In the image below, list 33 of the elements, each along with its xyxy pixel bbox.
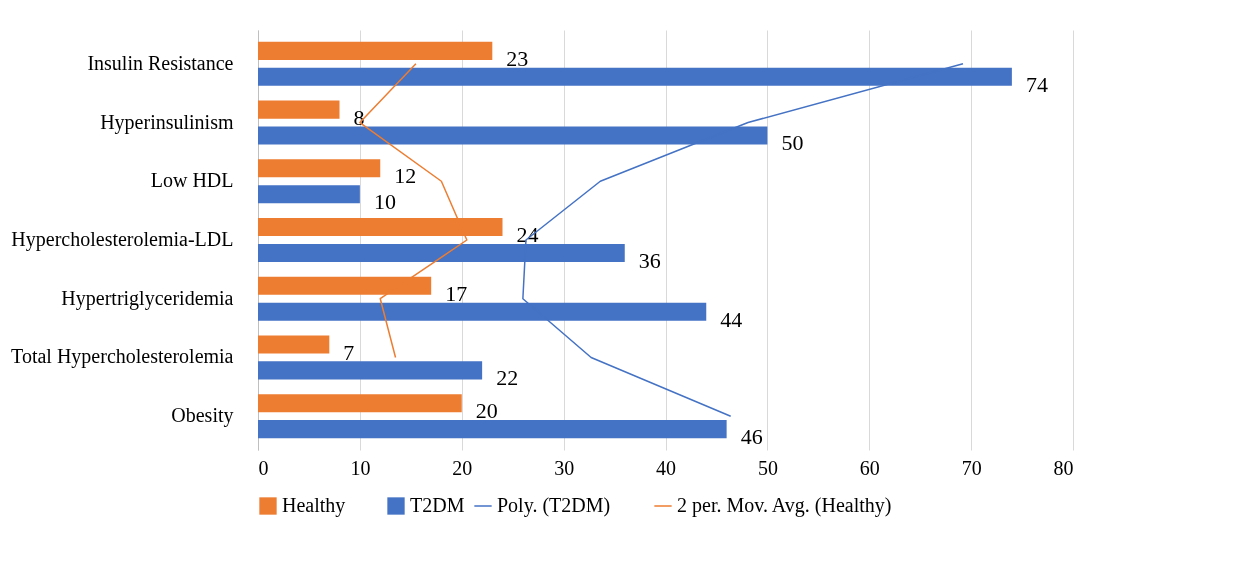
y-tick-label: Hypercholesterolemia-LDL [11, 228, 234, 251]
x-tick-label: 60 [859, 456, 880, 479]
x-tick-label: 70 [961, 456, 982, 479]
data-label: 7 [343, 339, 355, 365]
data-label: 23 [506, 45, 529, 71]
data-label: 36 [638, 247, 661, 273]
legend-label: Healthy [282, 494, 346, 517]
x-tick-label: 0 [258, 456, 269, 479]
y-tick-label: Low HDL [150, 169, 234, 192]
x-tick-label: 20 [452, 456, 473, 479]
y-tick-label: Insulin Resistance [87, 51, 234, 74]
data-label: 46 [740, 424, 763, 450]
x-tick-label: 30 [554, 456, 575, 479]
x-tick-label: 40 [656, 456, 676, 479]
y-tick-label: Total Hypercholesterolemia [11, 345, 234, 369]
data-label: 74 [1025, 71, 1048, 97]
data-label: 44 [720, 306, 743, 332]
legend-label: 2 per. Mov. Avg. (Healthy) [677, 494, 892, 517]
y-tick-label: Obesity [171, 404, 234, 428]
data-label: 17 [445, 280, 468, 306]
legend-label: Poly. (T2DM) [497, 494, 611, 517]
data-label: 12 [394, 163, 417, 189]
data-label: 20 [475, 398, 498, 424]
data-label: 50 [781, 130, 804, 156]
data-label: 8 [353, 104, 365, 130]
data-label: 22 [496, 365, 519, 391]
y-tick-label: Hypertriglyceridemia [61, 286, 234, 310]
x-tick-label: 80 [1053, 456, 1074, 479]
y-tick-label: Hyperinsulinism [100, 110, 234, 134]
x-tick-label: 50 [757, 456, 778, 479]
legend-label: T2DM [410, 494, 465, 516]
data-label: 10 [373, 189, 396, 215]
x-tick-label: 10 [350, 456, 371, 479]
